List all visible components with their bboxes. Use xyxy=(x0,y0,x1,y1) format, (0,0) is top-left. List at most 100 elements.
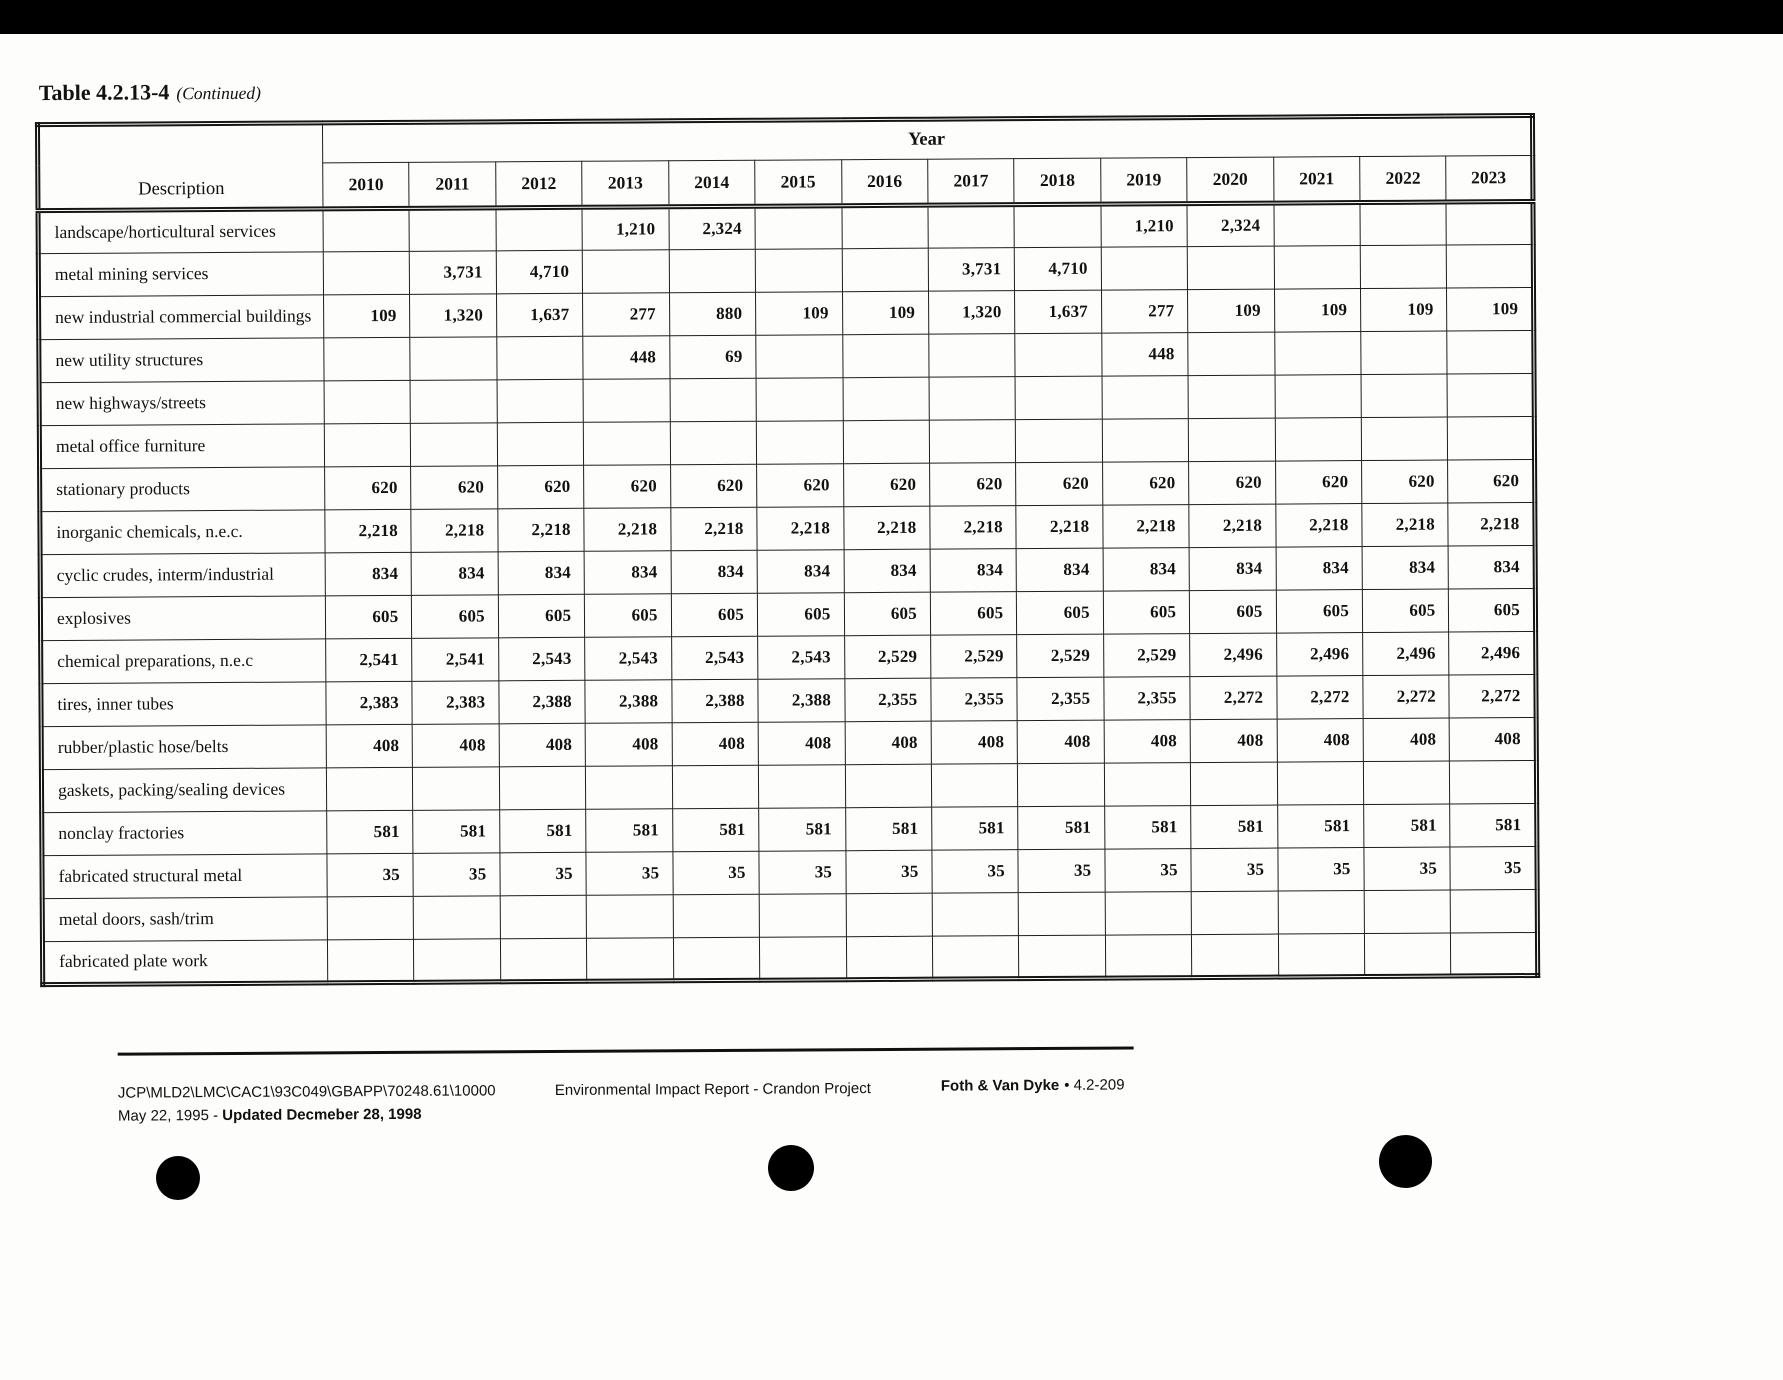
cell-value: 834 xyxy=(497,551,585,595)
cell-value xyxy=(1450,932,1538,977)
cell-value: 620 xyxy=(1275,460,1362,505)
cell-value xyxy=(929,419,1016,464)
cell-value xyxy=(1015,376,1103,420)
cell-value: 109 xyxy=(842,291,929,335)
cell-value: 277 xyxy=(1101,289,1188,334)
cell-value xyxy=(1273,245,1361,290)
cell-value: 605 xyxy=(325,595,413,639)
cell-value: 834 xyxy=(843,549,931,593)
cell-value: 2,324 xyxy=(1187,203,1274,247)
cell-value: 35 xyxy=(413,852,501,897)
cell-value: 605 xyxy=(843,592,931,636)
cell-value: 109 xyxy=(323,294,411,338)
cell-value xyxy=(845,893,933,937)
cell-value: 581 xyxy=(1104,805,1192,850)
impact-data-table: Description Year 2010 2011 2012 2013 2014 201… xyxy=(34,112,1541,988)
table-title-text: Table 4.2.13-4 xyxy=(38,79,170,106)
cell-value: 620 xyxy=(1015,462,1103,506)
cell-value: 35 xyxy=(1277,847,1365,892)
cell-value xyxy=(932,935,1020,980)
cell-value: 109 xyxy=(755,291,843,336)
cell-value xyxy=(496,379,584,423)
cell-value xyxy=(499,766,586,810)
cell-value xyxy=(1450,889,1538,934)
row-label: gaskets, packing/sealing devices xyxy=(41,767,327,813)
year-column-header: 2021 xyxy=(1273,156,1361,204)
cell-value: 2,543 xyxy=(671,636,758,680)
cell-value xyxy=(496,336,584,380)
cell-value: 408 xyxy=(844,721,932,765)
cell-value: 880 xyxy=(669,292,756,336)
cell-value: 1,320 xyxy=(409,293,497,338)
cell-value: 35 xyxy=(1104,848,1192,893)
cell-value xyxy=(673,937,760,981)
cell-value xyxy=(1446,201,1534,246)
year-column-header: 2022 xyxy=(1359,156,1447,203)
cell-value: 2,218 xyxy=(1275,503,1363,548)
cell-value xyxy=(932,892,1019,937)
row-label: explosives xyxy=(40,595,326,641)
cell-value: 605 xyxy=(584,593,672,638)
cell-value: 581 xyxy=(1190,805,1278,849)
footer-file-path: JCP\MLD2\LMC\CAC1\93C049\GBAPP\70248.61\… xyxy=(117,1082,496,1102)
cell-value: 2,543 xyxy=(757,635,845,680)
cell-value xyxy=(842,377,930,421)
cell-value: 1,637 xyxy=(496,293,584,337)
cell-value: 620 xyxy=(497,465,585,509)
cell-value xyxy=(842,420,930,464)
cell-value xyxy=(841,248,929,292)
cell-value xyxy=(586,937,674,982)
cell-value xyxy=(759,936,847,981)
cell-value: 408 xyxy=(1363,718,1450,762)
cell-value: 2,529 xyxy=(930,634,1018,679)
cell-value: 2,541 xyxy=(412,637,499,682)
footer-date-updated: Updated Decmeber 28, 1998 xyxy=(222,1106,422,1125)
cell-value xyxy=(409,207,497,252)
year-column-header: 2019 xyxy=(1100,157,1188,205)
cell-value xyxy=(1447,416,1535,461)
cell-value xyxy=(1014,204,1102,248)
cell-value xyxy=(1361,417,1449,461)
cell-value: 834 xyxy=(325,552,412,596)
description-column-header: Description xyxy=(37,122,323,211)
cell-value xyxy=(928,376,1016,421)
cell-value: 2,218 xyxy=(1102,504,1190,549)
row-label: new utility structures xyxy=(38,337,325,383)
cell-value: 2,388 xyxy=(671,679,759,723)
cell-value xyxy=(412,766,500,811)
cell-value: 581 xyxy=(1450,803,1537,848)
cell-value: 2,218 xyxy=(584,507,671,552)
cell-value xyxy=(1188,375,1275,419)
cell-value xyxy=(755,334,843,379)
cell-value: 1,637 xyxy=(1014,290,1102,334)
row-label: new highways/streets xyxy=(39,380,325,426)
cell-value: 35 xyxy=(759,850,846,895)
cell-value: 2,218 xyxy=(497,508,585,552)
cell-value xyxy=(756,420,844,465)
cell-value xyxy=(1273,202,1361,247)
cell-value xyxy=(583,421,671,466)
cell-value xyxy=(1361,374,1448,418)
cell-value: 834 xyxy=(930,548,1017,593)
cell-value: 581 xyxy=(1277,804,1364,849)
cell-value: 35 xyxy=(1450,846,1538,891)
cell-value xyxy=(582,249,670,294)
cell-value xyxy=(1274,417,1362,462)
cell-value: 3,731 xyxy=(928,247,1015,292)
cell-value xyxy=(844,764,932,808)
cell-value xyxy=(322,208,410,252)
cell-value: 408 xyxy=(671,722,759,766)
year-column-header: 2014 xyxy=(668,160,756,207)
cell-value xyxy=(928,333,1016,378)
cell-value xyxy=(1104,762,1191,807)
cell-value: 2,355 xyxy=(844,678,932,722)
footer-date-prefix: May 22, 1995 - xyxy=(117,1107,223,1125)
table-body: landscape/horticultural services 1,210 2,3… xyxy=(37,201,1538,985)
cell-value: 581 xyxy=(585,808,673,853)
cell-value xyxy=(500,938,587,982)
cell-value: 834 xyxy=(670,550,758,594)
cell-value: 834 xyxy=(757,549,844,594)
cell-value: 408 xyxy=(1190,719,1278,763)
row-label: metal office furniture xyxy=(39,423,325,469)
cell-value xyxy=(413,895,501,940)
